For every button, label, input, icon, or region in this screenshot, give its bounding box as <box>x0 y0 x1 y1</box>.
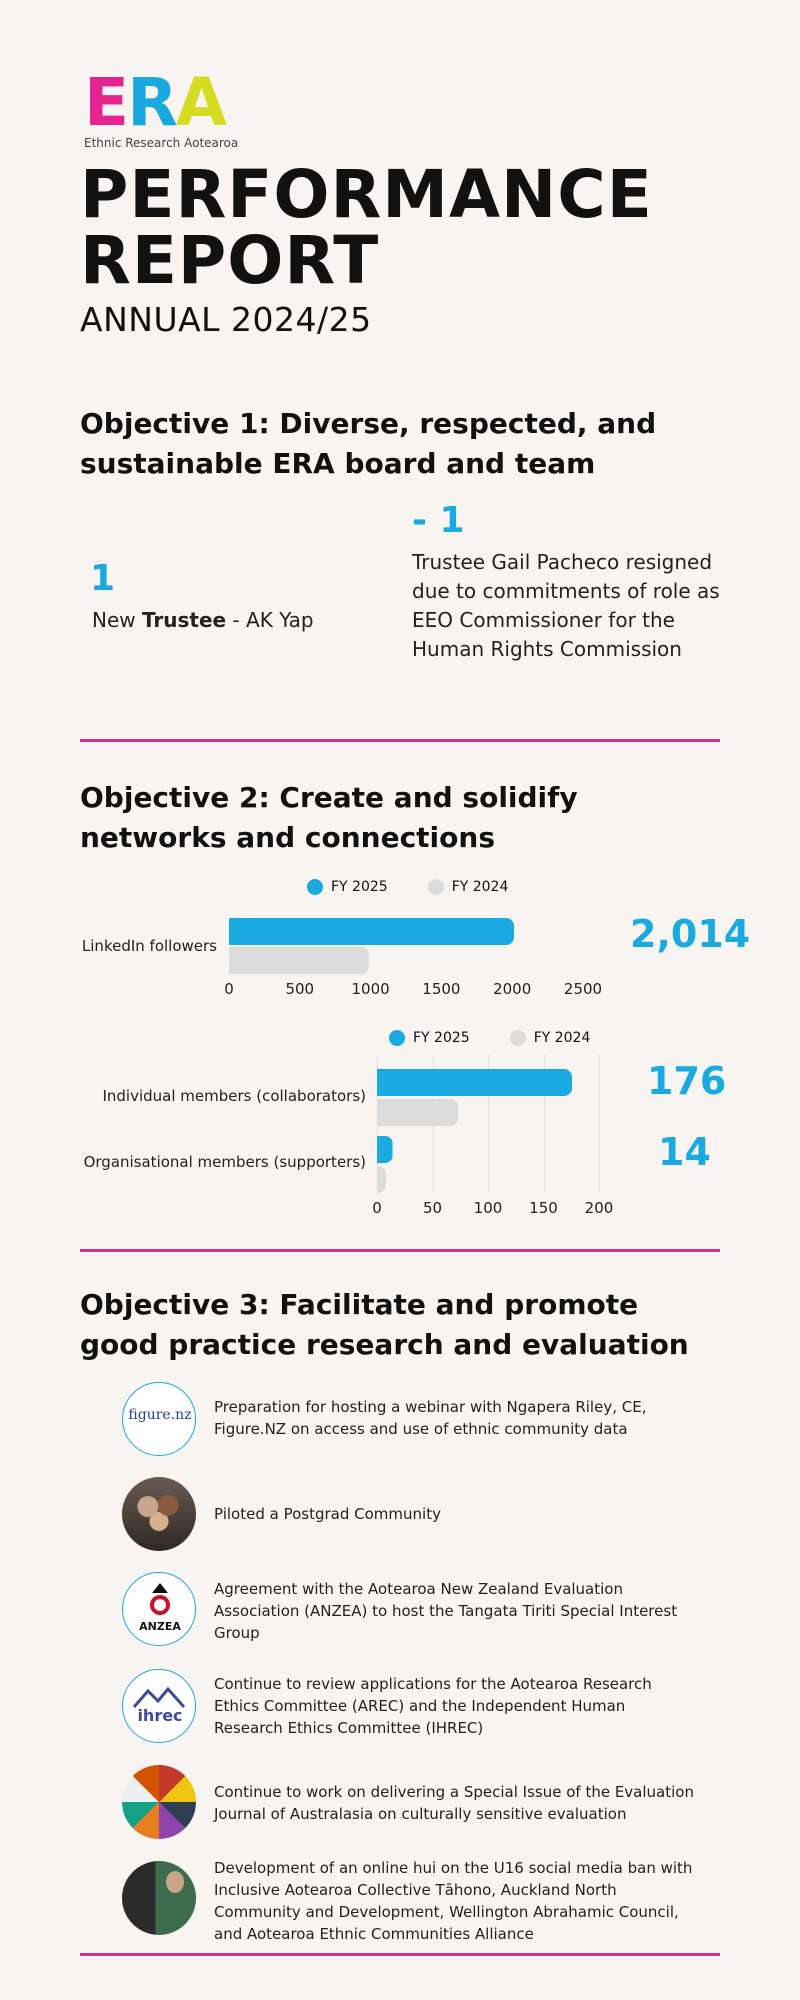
logo-subtitle: Ethnic Research Aotearoa <box>84 136 239 150</box>
objective1-heading: Objective 1: Diverse, respected, and sus… <box>80 407 657 480</box>
legend-dot-fy2024 <box>509 1030 526 1046</box>
objective2-heading: Objective 2: Create and solidify network… <box>80 781 578 854</box>
chart2-category-label: Individual members (collaborators) <box>102 1087 366 1105</box>
chart2-legend: FY 2025 FY 2024 <box>389 1030 590 1046</box>
bar-fy2025 <box>229 918 515 945</box>
poster-image-icon <box>122 1861 196 1935</box>
legend-label-fy2025: FY 2025 <box>331 879 388 895</box>
section-divider <box>80 1953 720 1956</box>
individual-members-highlight: 176 <box>647 1059 727 1103</box>
era-logo-letters: ERA <box>84 64 227 141</box>
objective3-heading: Objective 3: Facilitate and promote good… <box>80 1288 689 1361</box>
figure-nz-logo-icon: figure.nz <box>122 1382 196 1456</box>
list-item: Preparation for hosting a webinar with N… <box>214 1398 647 1438</box>
axis-tick-label: 0 <box>224 980 234 998</box>
stat2-text: Trustee Gail Pacheco resigned due to com… <box>412 550 720 661</box>
legend-dot-fy2024 <box>427 879 444 895</box>
era-logo: ERA Ethnic Research Aotearoa <box>84 70 254 156</box>
page-subtitle: ANNUAL 2024/25 <box>80 300 372 339</box>
ihrec-logo-icon: ihrec <box>122 1669 196 1743</box>
stat1-number: 1 <box>90 558 116 599</box>
axis-tick-label: 200 <box>584 1199 614 1217</box>
legend-label-fy2025: FY 2025 <box>413 1030 470 1046</box>
mosaic-image-icon <box>122 1765 196 1839</box>
gridline <box>488 1055 489 1192</box>
axis-tick-label: 2500 <box>563 980 603 998</box>
page-title: PERFORMANCE REPORT <box>80 156 653 299</box>
bar-fy2024 <box>377 1099 459 1126</box>
axis-tick-label: 2000 <box>493 980 532 998</box>
group-photo-icon <box>122 1477 196 1551</box>
bar-fy2024 <box>376 1166 386 1193</box>
legend-label-fy2024: FY 2024 <box>451 879 509 895</box>
axis-tick-label: 150 <box>529 1199 558 1217</box>
organisational-members-highlight: 14 <box>658 1130 711 1174</box>
chart1-category-label: LinkedIn followers <box>81 937 217 955</box>
legend-label-fy2024: FY 2024 <box>533 1030 591 1046</box>
linkedin-highlight-value: 2,014 <box>630 912 751 956</box>
gridline <box>599 1055 600 1192</box>
axis-tick-label: 500 <box>285 980 315 998</box>
stat2-number: - 1 <box>412 500 465 541</box>
bar-fy2025 <box>376 1136 393 1163</box>
list-item: Continue to review applications for the … <box>214 1675 652 1737</box>
axis-tick-label: 1000 <box>351 980 390 998</box>
stat1-text: New Trustee - AK Yap <box>92 608 314 632</box>
list-item: Piloted a Postgrad Community <box>214 1505 441 1523</box>
legend-dot-fy2025 <box>307 879 323 895</box>
chart1-legend: FY 2025 FY 2024 <box>307 879 508 895</box>
gridline <box>543 1055 545 1192</box>
members-chart: FY 2025 FY 2024 Individual members (coll… <box>83 1030 727 1217</box>
bar-fy2024 <box>229 947 370 974</box>
chart2-category-label: Organisational members (supporters) <box>83 1153 366 1171</box>
axis-tick-label: 100 <box>473 1199 503 1217</box>
section-divider <box>80 739 720 742</box>
legend-dot-fy2025 <box>389 1030 405 1046</box>
bar-fy2025 <box>377 1069 573 1096</box>
axis-tick-label: 50 <box>422 1199 443 1217</box>
section-divider <box>80 1249 720 1252</box>
axis-tick-label: 0 <box>372 1199 382 1217</box>
list-item: Agreement with the Aotearoa New Zealand … <box>214 1580 678 1642</box>
list-item: Continue to work on delivering a Special… <box>214 1783 694 1823</box>
list-item: Development of an online hui on the U16 … <box>214 1859 693 1943</box>
axis-tick-label: 1500 <box>422 980 461 998</box>
linkedin-chart: FY 2025 FY 2024 LinkedIn followers 2,014… <box>81 879 751 998</box>
anzea-logo-icon: ANZEA <box>122 1572 196 1646</box>
